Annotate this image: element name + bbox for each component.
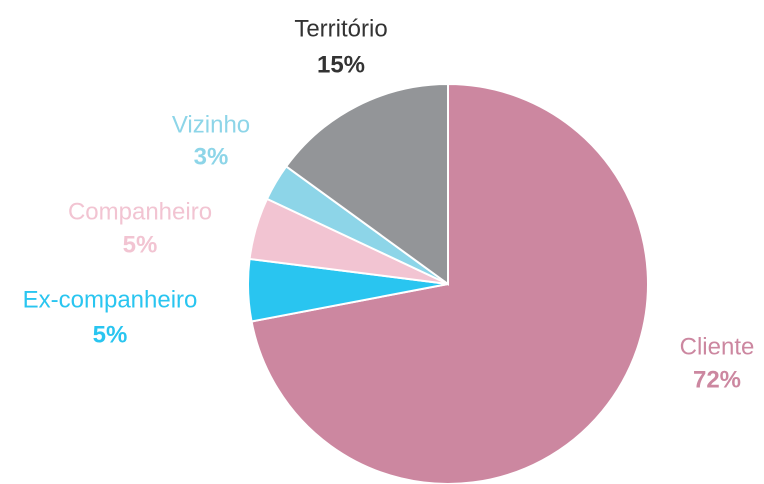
slice-label: Companheiro [68, 198, 212, 225]
pie-slice [284, 82, 449, 286]
slice-label: Ex-companheiro [23, 286, 198, 313]
slice-label: Território [294, 15, 387, 42]
slice-value: 15% [317, 51, 365, 78]
slice-label: Vizinho [172, 111, 250, 138]
slice-label: Cliente [680, 333, 755, 360]
slice-value: 5% [123, 231, 158, 258]
slice-value: 72% [693, 366, 741, 393]
slice-value: 5% [93, 321, 128, 348]
slice-value: 3% [194, 143, 229, 170]
pie-slice [250, 82, 649, 484]
